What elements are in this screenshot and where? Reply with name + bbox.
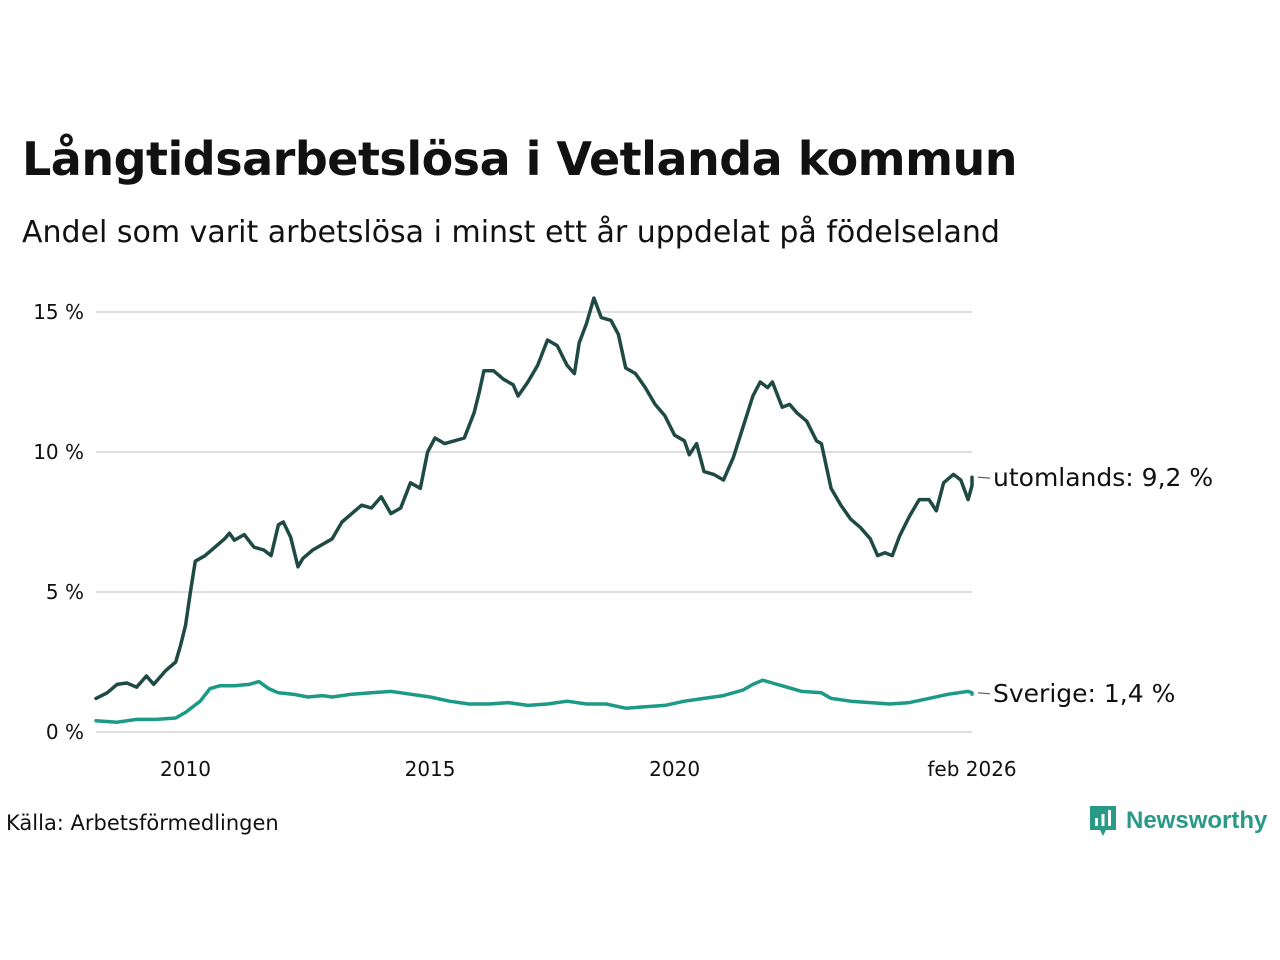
y-tick-label: 5 % bbox=[46, 580, 84, 604]
series-end-labels: utomlands: 9,2 % Sverige: 1,4 % bbox=[977, 463, 1213, 708]
x-tick-label: 2010 bbox=[160, 757, 211, 781]
brand-name: Newsworthy bbox=[1126, 807, 1268, 834]
series-line-utomlands bbox=[94, 296, 974, 701]
y-axis-ticks: 0 % 5 % 10 % 15 % bbox=[33, 300, 84, 744]
series-line-sverige bbox=[94, 678, 974, 724]
source-note: Källa: Arbetsförmedlingen bbox=[6, 811, 279, 835]
x-axis-ticks: 2010 2015 2020 feb 2026 bbox=[160, 757, 1017, 781]
label-leader-line bbox=[977, 476, 991, 479]
newsworthy-logo-icon bbox=[1090, 806, 1116, 836]
label-leader-line bbox=[977, 692, 991, 695]
x-tick-label: feb 2026 bbox=[927, 757, 1016, 781]
x-tick-label: 2015 bbox=[405, 757, 456, 781]
series-lines bbox=[94, 296, 974, 724]
x-tick-label: 2020 bbox=[649, 757, 700, 781]
y-tick-label: 0 % bbox=[46, 720, 84, 744]
brand-logo: Newsworthy bbox=[1088, 804, 1267, 838]
chart-subtitle: Andel som varit arbetslösa i minst ett å… bbox=[22, 215, 1000, 250]
grid-lines bbox=[96, 311, 972, 733]
series-end-label-sverige: Sverige: 1,4 % bbox=[993, 679, 1175, 708]
chart-title: Långtidsarbetslösa i Vetlanda kommun bbox=[22, 132, 1018, 186]
y-tick-label: 15 % bbox=[33, 300, 84, 324]
series-end-label-utomlands: utomlands: 9,2 % bbox=[993, 463, 1213, 492]
y-tick-label: 10 % bbox=[33, 440, 84, 464]
